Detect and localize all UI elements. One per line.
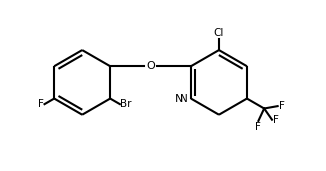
Text: Br: Br: [121, 99, 132, 109]
Text: N: N: [180, 94, 187, 104]
Text: O: O: [146, 61, 155, 71]
Text: F: F: [38, 99, 44, 109]
Text: F: F: [273, 115, 279, 125]
Text: F: F: [279, 101, 285, 111]
Text: N: N: [174, 94, 183, 104]
Text: F: F: [256, 122, 261, 132]
Text: Cl: Cl: [214, 28, 224, 38]
